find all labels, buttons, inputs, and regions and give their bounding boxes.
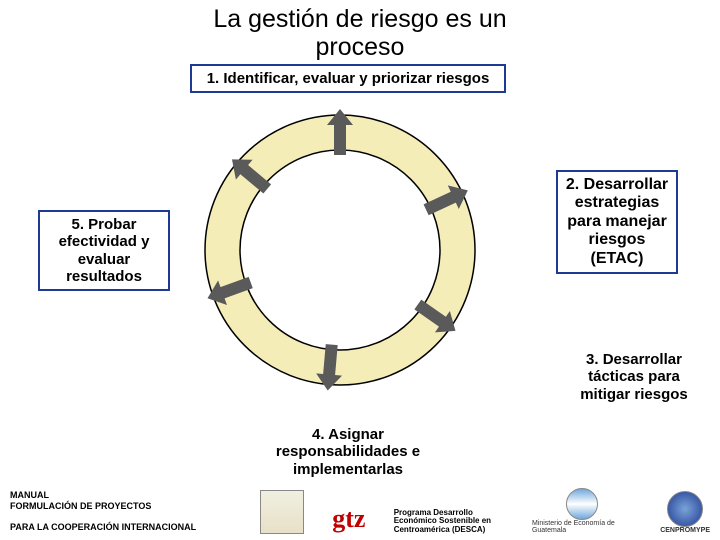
footer-line3: PARA LA COOPERACIÓN INTERNACIONAL — [10, 522, 196, 532]
step-1-box: 1. Identificar, evaluar y priorizar ries… — [190, 64, 506, 93]
logo-flag — [260, 490, 304, 534]
step-1-text: 1. Identificar, evaluar y priorizar ries… — [207, 70, 490, 87]
footer-coop: PARA LA COOPERACIÓN INTERNACIONAL — [10, 522, 196, 532]
title-line2: proceso — [316, 33, 405, 61]
logo-ministry: Ministerio de Economía de Guatemala — [532, 488, 632, 534]
logo-gtz: gtz — [332, 504, 365, 534]
flag-icon — [260, 490, 304, 534]
logo-program: Programa Desarrollo Económico Sostenible… — [394, 509, 504, 534]
step-2-text: 2. Desarrollar estrategias para manejar … — [566, 176, 668, 267]
gtz-text: gtz — [332, 504, 365, 534]
ministry-text: Ministerio de Economía de Guatemala — [532, 520, 632, 534]
step-3-box: 3. Desarrollar tácticas para mitigar rie… — [566, 345, 702, 409]
title-line1: La gestión de riesgo es un — [213, 5, 506, 33]
footer-manual: MANUAL FORMULACIÓN DE PROYECTOS — [10, 490, 151, 512]
shield-icon — [566, 488, 598, 520]
cenpromype-text: CENPROMYPE — [660, 527, 710, 534]
page-title: La gestión de riesgo es un proceso — [0, 6, 720, 61]
step-5-text: 5. Probar efectividad y evaluar resultad… — [59, 216, 150, 285]
step-4-box: 4. Asignar responsabilidades e implement… — [250, 420, 446, 484]
logo-cenpromype: CENPROMYPE — [660, 491, 710, 534]
footer-line2: FORMULACIÓN DE PROYECTOS — [10, 501, 151, 511]
process-cycle-diagram — [195, 105, 485, 395]
footer-line1: MANUAL — [10, 490, 49, 500]
step-4-text: 4. Asignar responsabilidades e implement… — [276, 426, 420, 478]
program-text: Programa Desarrollo Económico Sostenible… — [394, 509, 504, 534]
logo-strip: gtz Programa Desarrollo Económico Sosten… — [260, 488, 710, 534]
inner-ring — [240, 150, 440, 350]
globe-icon — [667, 491, 703, 527]
step-3-text: 3. Desarrollar tácticas para mitigar rie… — [580, 351, 688, 403]
step-2-box: 2. Desarrollar estrategias para manejar … — [556, 170, 678, 274]
step-5-box: 5. Probar efectividad y evaluar resultad… — [38, 210, 170, 291]
